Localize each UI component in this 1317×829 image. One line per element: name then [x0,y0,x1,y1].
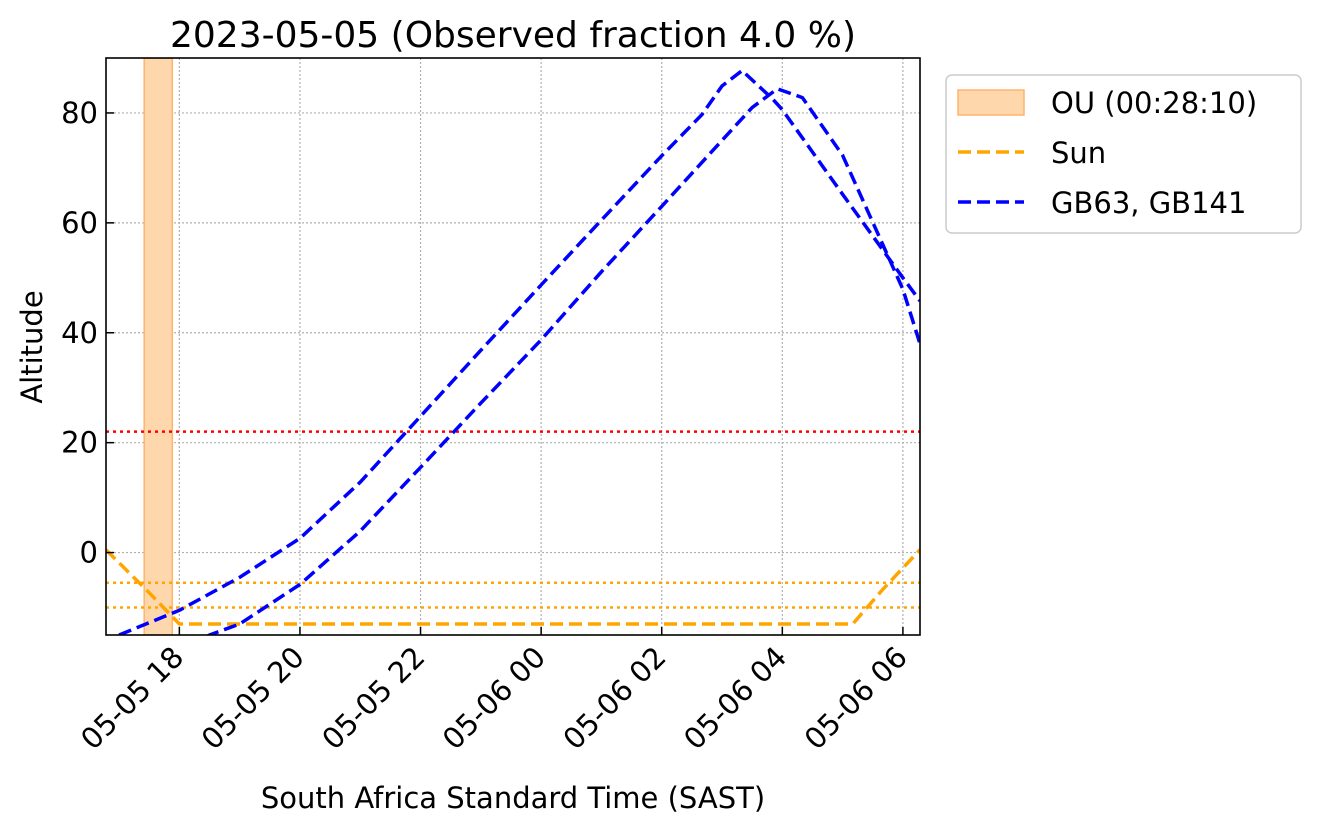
legend-frame [945,74,1302,234]
x-tick-label: 05-06 00 [436,640,552,756]
x-tick-label: 05-05 20 [195,640,311,756]
y-tick-label: 80 [61,96,98,130]
legend-label-sun: Sun [1051,136,1106,170]
y-tick-label: 40 [61,316,98,350]
x-tick-label: 05-05 22 [315,640,431,756]
chart-title: 2023-05-05 (Observed fraction 4.0 %) [170,15,856,56]
grid [106,58,920,635]
ou-observing-span [143,58,174,635]
x-tick-label: 05-06 04 [677,640,793,756]
y-axis-label: Altitude [15,290,49,403]
y-tick-label: 60 [61,206,98,240]
x-tick-label: 05-06 06 [798,640,914,756]
source-altitude-curve [205,87,920,635]
x-tick-label: 05-06 02 [556,640,672,756]
y-tick-label: 20 [61,426,98,460]
x-tick-label: 05-05 18 [74,640,190,756]
x-axis-label: South Africa Standard Time (SAST) [261,781,765,815]
legend-label-sources: GB63, GB141 [1051,186,1246,220]
sun-altitude-curve [106,548,920,626]
legend-label-ou: OU (00:28:10) [1051,86,1257,120]
y-tick-label: 0 [80,536,98,570]
plot-frame [105,57,921,636]
source-altitude-curve [118,68,920,635]
legend: OU (00:28:10) Sun GB63, GB141 [945,74,1302,234]
legend-swatch-ou [957,89,1025,116]
